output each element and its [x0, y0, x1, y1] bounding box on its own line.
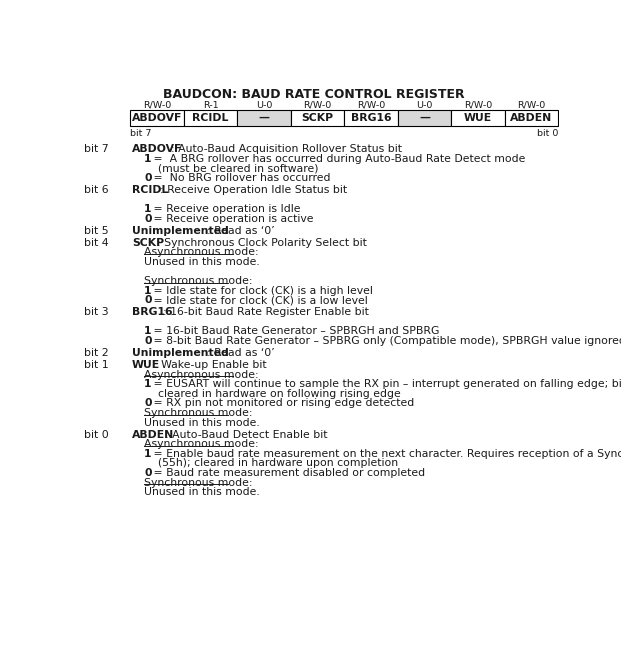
Text: Unused in this mode.: Unused in this mode.	[144, 488, 260, 498]
Text: 0: 0	[144, 173, 152, 183]
Text: = Enable baud rate measurement on the next character. Requires reception of a Sy: = Enable baud rate measurement on the ne…	[150, 449, 621, 459]
Text: bit 0: bit 0	[84, 430, 109, 440]
Text: 0: 0	[144, 336, 152, 346]
Text: = Idle state for clock (CK) is a high level: = Idle state for clock (CK) is a high le…	[150, 285, 373, 295]
Bar	[184, 110, 237, 126]
Text: = Receive operation is active: = Receive operation is active	[150, 213, 314, 223]
Text: Asynchronous mode:: Asynchronous mode:	[144, 370, 259, 380]
Text: = 8-bit Baud Rate Generator – SPBRG only (Compatible mode), SPBRGH value ignored: = 8-bit Baud Rate Generator – SPBRG only…	[150, 336, 621, 346]
Text: 0: 0	[144, 213, 152, 223]
Text: =  No BRG rollover has occurred: = No BRG rollover has occurred	[150, 173, 330, 183]
Text: Unused in this mode.: Unused in this mode.	[144, 418, 260, 428]
Text: 1: 1	[144, 449, 152, 459]
Text: : Wake-up Enable bit: : Wake-up Enable bit	[153, 360, 266, 370]
Text: RCIDL: RCIDL	[193, 113, 229, 123]
Text: : Auto-Baud Acquisition Rollover Status bit: : Auto-Baud Acquisition Rollover Status …	[171, 144, 402, 154]
Text: bit 4: bit 4	[84, 237, 109, 247]
Text: R/W-0: R/W-0	[464, 101, 492, 109]
Text: bit 7: bit 7	[84, 144, 109, 154]
Text: WUE: WUE	[464, 113, 492, 123]
Bar	[397, 110, 451, 126]
Text: 0: 0	[144, 468, 152, 478]
Text: —: —	[419, 113, 430, 123]
Text: R/W-0: R/W-0	[143, 101, 171, 109]
Bar	[344, 110, 397, 126]
Text: : Synchronous Clock Polarity Select bit: : Synchronous Clock Polarity Select bit	[156, 237, 366, 247]
Text: BRG16: BRG16	[351, 113, 391, 123]
Text: bit 5: bit 5	[84, 225, 109, 235]
Text: = EUSART will continue to sample the RX pin – interrupt generated on falling edg: = EUSART will continue to sample the RX …	[150, 379, 621, 389]
Text: Unimplemented: Unimplemented	[132, 225, 229, 235]
Text: 0: 0	[144, 295, 152, 305]
Text: SCKP: SCKP	[301, 113, 333, 123]
Text: Unimplemented: Unimplemented	[132, 348, 229, 358]
Text: U-0: U-0	[416, 101, 433, 109]
Text: R/W-0: R/W-0	[357, 101, 385, 109]
Text: —: —	[258, 113, 270, 123]
Text: bit 7: bit 7	[130, 129, 152, 138]
Text: = 16-bit Baud Rate Generator – SPBRGH and SPBRG: = 16-bit Baud Rate Generator – SPBRGH an…	[150, 326, 440, 336]
Text: Unused in this mode.: Unused in this mode.	[144, 257, 260, 267]
Text: ABDOVF: ABDOVF	[132, 144, 182, 154]
Text: (55h); cleared in hardware upon completion: (55h); cleared in hardware upon completi…	[158, 458, 398, 468]
Text: : Receive Operation Idle Status bit: : Receive Operation Idle Status bit	[160, 185, 347, 195]
Text: cleared in hardware on following rising edge: cleared in hardware on following rising …	[158, 389, 401, 399]
Text: ABDOVF: ABDOVF	[132, 113, 182, 123]
Bar	[505, 110, 558, 126]
Text: bit 6: bit 6	[84, 185, 109, 195]
Bar	[130, 110, 184, 126]
Text: R/W-0: R/W-0	[517, 101, 545, 109]
Text: = Idle state for clock (CK) is a low level: = Idle state for clock (CK) is a low lev…	[150, 295, 368, 305]
Text: : 16-bit Baud Rate Register Enable bit: : 16-bit Baud Rate Register Enable bit	[163, 307, 369, 317]
Text: Asynchronous mode:: Asynchronous mode:	[144, 247, 259, 257]
Text: 1: 1	[144, 153, 152, 163]
Bar	[291, 110, 344, 126]
Text: 1: 1	[144, 379, 152, 389]
Text: =  A BRG rollover has occurred during Auto-Baud Rate Detect mode: = A BRG rollover has occurred during Aut…	[150, 153, 525, 163]
Text: bit 1: bit 1	[84, 360, 109, 370]
Text: : Read as ‘0’: : Read as ‘0’	[207, 225, 274, 235]
Text: = RX pin not monitored or rising edge detected: = RX pin not monitored or rising edge de…	[150, 398, 414, 408]
Bar	[451, 110, 505, 126]
Text: SCKP: SCKP	[132, 237, 164, 247]
Text: : Read as ‘0’: : Read as ‘0’	[207, 348, 274, 358]
Text: bit 2: bit 2	[84, 348, 109, 358]
Text: 1: 1	[144, 326, 152, 336]
Text: 1: 1	[144, 204, 152, 214]
Text: BAUDCON: BAUD RATE CONTROL REGISTER: BAUDCON: BAUD RATE CONTROL REGISTER	[163, 88, 465, 101]
Text: bit 3: bit 3	[84, 307, 109, 317]
Text: RCIDL: RCIDL	[132, 185, 168, 195]
Text: = Receive operation is Idle: = Receive operation is Idle	[150, 204, 301, 214]
Text: Synchronous mode:: Synchronous mode:	[144, 276, 253, 286]
Text: : Auto-Baud Detect Enable bit: : Auto-Baud Detect Enable bit	[165, 430, 327, 440]
Text: R/W-0: R/W-0	[304, 101, 332, 109]
Text: BRG16: BRG16	[132, 307, 173, 317]
Bar	[237, 110, 291, 126]
Text: Synchronous mode:: Synchronous mode:	[144, 478, 253, 488]
Text: WUE: WUE	[132, 360, 160, 370]
Text: R-1: R-1	[202, 101, 219, 109]
Text: bit 0: bit 0	[537, 129, 558, 138]
Text: Asynchronous mode:: Asynchronous mode:	[144, 440, 259, 450]
Text: Synchronous mode:: Synchronous mode:	[144, 408, 253, 418]
Text: ABDEN: ABDEN	[510, 113, 553, 123]
Text: ABDEN: ABDEN	[132, 430, 174, 440]
Text: = Baud rate measurement disabled or completed: = Baud rate measurement disabled or comp…	[150, 468, 425, 478]
Text: (must be cleared in software): (must be cleared in software)	[158, 163, 319, 173]
Text: U-0: U-0	[256, 101, 272, 109]
Text: 0: 0	[144, 398, 152, 408]
Text: 1: 1	[144, 285, 152, 295]
